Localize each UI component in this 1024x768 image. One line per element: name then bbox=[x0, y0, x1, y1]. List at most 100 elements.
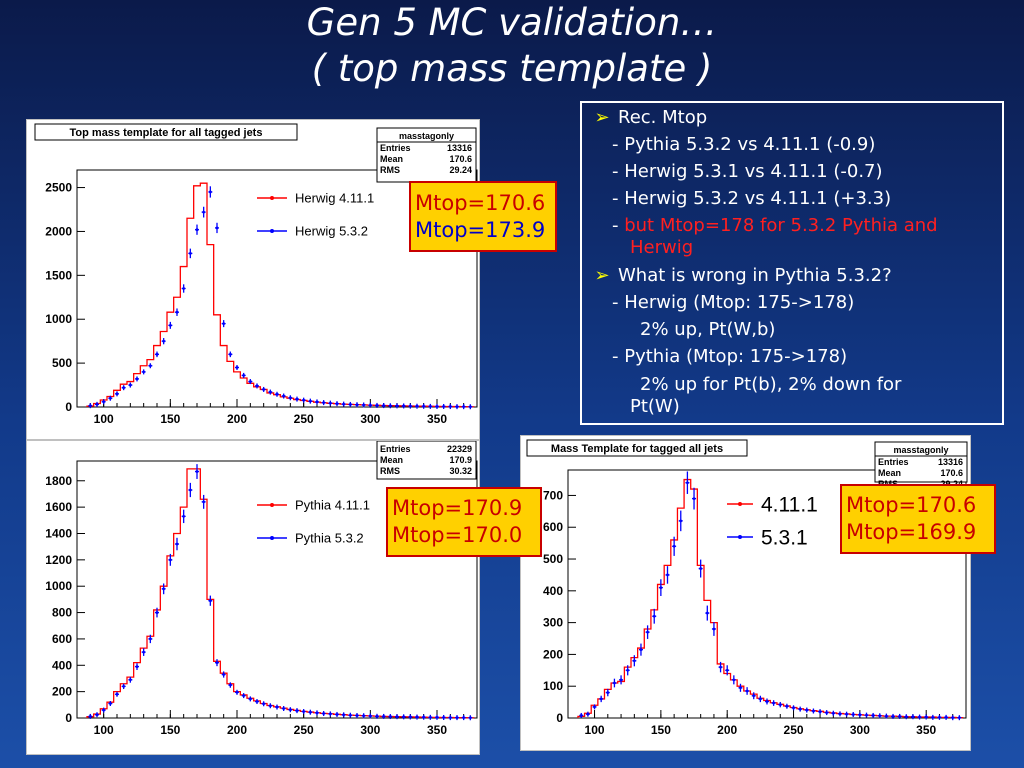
data-point bbox=[288, 708, 292, 712]
data-point bbox=[468, 716, 472, 720]
data-point bbox=[282, 707, 286, 710]
data-point bbox=[128, 383, 132, 387]
y-tick-label: 0 bbox=[65, 400, 72, 414]
sub-text: - Herwig (Mtop: 175->178) bbox=[612, 292, 855, 313]
data-point bbox=[182, 287, 186, 290]
stats-value: 170.6 bbox=[940, 468, 963, 478]
callout-line: Mtop=173.9 bbox=[415, 218, 546, 242]
data-point bbox=[415, 404, 419, 408]
data-point bbox=[891, 715, 895, 718]
legend-label: 4.11.1 bbox=[761, 493, 818, 516]
sub-item: - Herwig (Mtop: 175->178) bbox=[612, 292, 854, 313]
callout-line: Mtop=170.9 bbox=[392, 496, 523, 520]
legend-label: Herwig 4.11.1 bbox=[295, 191, 374, 206]
data-point bbox=[442, 716, 446, 719]
sub-text-red: but Mtop=178 for 5.3.2 Pythia and bbox=[624, 215, 938, 236]
data-point bbox=[362, 403, 366, 407]
x-tick-label: 350 bbox=[916, 723, 936, 737]
legend-marker bbox=[270, 503, 274, 507]
data-point bbox=[328, 712, 332, 716]
y-tick-label: 100 bbox=[543, 679, 563, 693]
x-tick-label: 150 bbox=[651, 723, 671, 737]
title-line-2: ( top mass template ) bbox=[311, 47, 713, 90]
data-point bbox=[825, 711, 829, 714]
sub-text: - Herwig 5.3.2 vs 4.11.1 (+3.3) bbox=[612, 188, 892, 209]
data-point bbox=[348, 403, 352, 406]
sub-text: 2% up for Pt(b), 2% down for bbox=[640, 374, 902, 395]
data-point bbox=[765, 700, 769, 703]
bullet-item: ➢ Rec. Mtop bbox=[586, 107, 707, 128]
x-tick-label: 200 bbox=[227, 412, 247, 426]
chart-panel-herwig: 100 150 200 250 300 350 0 500 1000 1500 2000 2500 To… bbox=[26, 119, 480, 440]
data-point bbox=[408, 715, 412, 719]
stats-name: masstagonly bbox=[399, 131, 454, 141]
data-point bbox=[262, 702, 266, 706]
data-point bbox=[428, 715, 432, 719]
x-tick-label: 100 bbox=[94, 412, 114, 426]
data-point bbox=[162, 339, 166, 343]
y-tick-label: 700 bbox=[543, 488, 563, 502]
data-point bbox=[705, 611, 709, 615]
x-tick-label: 350 bbox=[427, 723, 447, 737]
data-point bbox=[758, 697, 762, 701]
data-point bbox=[275, 392, 279, 396]
sub-item: - Pythia (Mtop: 175->178) bbox=[612, 346, 847, 367]
data-point bbox=[462, 716, 466, 720]
data-point bbox=[931, 715, 935, 719]
data-point bbox=[752, 694, 756, 698]
sub-text: - Pythia (Mtop: 175->178) bbox=[612, 346, 848, 367]
data-point bbox=[692, 497, 696, 501]
x-tick-label: 300 bbox=[360, 412, 380, 426]
arrow-bullet-icon: ➢ bbox=[594, 107, 610, 128]
chart-herwig: 100 150 200 250 300 350 0 500 1000 1500 2000 2500 To… bbox=[34, 123, 478, 426]
y-tick-label: 2000 bbox=[45, 224, 72, 238]
data-point bbox=[732, 678, 736, 682]
data-point bbox=[255, 384, 259, 388]
data-point bbox=[798, 707, 802, 711]
data-point bbox=[435, 405, 439, 408]
data-point bbox=[382, 404, 386, 407]
legend-label: 5.3.1 bbox=[761, 526, 808, 549]
data-point bbox=[308, 399, 312, 403]
data-point bbox=[918, 715, 921, 719]
histogram-series-herwig-4-11-1 bbox=[86, 182, 475, 408]
y-tick-label: 1400 bbox=[45, 526, 72, 540]
x-tick-label: 300 bbox=[360, 723, 380, 737]
data-point bbox=[142, 370, 146, 374]
data-point bbox=[302, 710, 306, 713]
stats-label: Mean bbox=[380, 154, 403, 164]
data-point bbox=[202, 500, 206, 504]
data-point bbox=[579, 714, 583, 717]
data-point bbox=[686, 481, 689, 485]
data-point bbox=[215, 661, 219, 665]
stats-label: Entries bbox=[878, 457, 909, 467]
callout-line: Mtop=169.9 bbox=[846, 520, 977, 544]
data-point bbox=[792, 706, 795, 710]
chart-title: Mass Template for tagged all jets bbox=[551, 443, 723, 455]
data-point bbox=[135, 377, 139, 381]
data-point bbox=[699, 567, 703, 570]
sub-item-highlight: - but Mtop=178 for 5.3.2 Pythia and bbox=[612, 215, 938, 236]
sub-text: - Herwig 5.3.1 vs 4.11.1 (-0.7) bbox=[612, 161, 883, 182]
data-point bbox=[222, 673, 226, 676]
sub-item: - Pythia 5.3.2 vs 4.11.1 (-0.9) bbox=[612, 134, 875, 155]
title-line-1: Gen 5 MC validation… bbox=[306, 1, 718, 44]
data-point bbox=[951, 716, 955, 720]
data-point bbox=[898, 715, 902, 718]
y-tick-label: 0 bbox=[556, 711, 563, 725]
data-point bbox=[368, 714, 372, 718]
data-point bbox=[295, 709, 299, 713]
stats-box bbox=[874, 441, 968, 483]
arrow-bullet-icon: ➢ bbox=[594, 265, 610, 286]
data-point bbox=[382, 715, 386, 718]
data-point bbox=[659, 586, 663, 590]
data-point bbox=[368, 403, 372, 407]
x-tick-label: 250 bbox=[784, 723, 804, 737]
data-point bbox=[415, 715, 419, 719]
data-point bbox=[328, 401, 332, 405]
y-tick-label: 1200 bbox=[45, 553, 72, 567]
data-point bbox=[335, 713, 339, 716]
x-tick-label: 300 bbox=[850, 723, 870, 737]
data-point bbox=[593, 705, 596, 709]
legend-marker bbox=[738, 535, 742, 539]
